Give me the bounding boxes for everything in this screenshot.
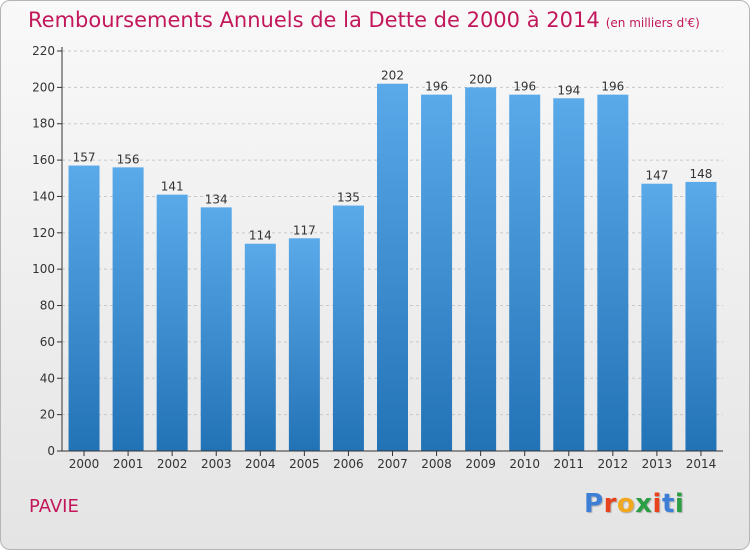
y-tick-label: 140	[32, 189, 55, 203]
data-label: 135	[337, 191, 360, 205]
data-label: 196	[425, 80, 448, 94]
bar	[156, 194, 188, 452]
x-tick-label: 2014	[686, 457, 717, 471]
bar	[332, 205, 364, 451]
data-label: 202	[381, 69, 404, 83]
bar	[509, 94, 541, 452]
y-tick-label: 180	[32, 117, 55, 131]
data-label: 141	[161, 180, 184, 194]
data-label: 157	[73, 151, 96, 165]
bar	[112, 167, 144, 451]
logo-letter: x	[635, 489, 653, 519]
logo-letter: r	[603, 489, 617, 519]
bar	[200, 207, 232, 451]
data-label: 194	[557, 83, 580, 97]
data-label: 148	[690, 167, 713, 181]
x-tick-label: 2003	[201, 457, 232, 471]
bar	[288, 238, 320, 451]
x-tick-label: 2000	[69, 457, 100, 471]
y-tick-label: 40	[40, 371, 55, 385]
y-tick-label: 80	[40, 299, 55, 313]
data-label: 147	[645, 169, 668, 183]
y-tick-label: 100	[32, 262, 55, 276]
x-tick-label: 2010	[509, 457, 540, 471]
bar	[465, 87, 497, 451]
logo-letter: o	[616, 489, 636, 519]
y-tick-label: 60	[40, 335, 55, 349]
y-tick-label: 220	[32, 44, 55, 58]
bar	[597, 94, 629, 452]
x-tick-label: 2009	[465, 457, 496, 471]
data-label: 114	[249, 229, 272, 243]
bar	[377, 83, 408, 452]
city-name: PAVIE	[29, 496, 79, 517]
x-tick-label: 2005	[289, 457, 320, 471]
x-tick-label: 2001	[113, 457, 144, 471]
y-tick-label: 0	[47, 444, 55, 458]
chart-unit: (en milliers d'€)	[605, 16, 700, 30]
bar	[421, 94, 453, 452]
x-tick-label: 2012	[598, 457, 629, 471]
data-label: 117	[293, 223, 316, 237]
x-tick-label: 2013	[642, 457, 673, 471]
bar	[244, 243, 276, 451]
data-label: 200	[469, 72, 492, 86]
y-tick-label: 20	[40, 408, 55, 422]
bar	[685, 181, 717, 451]
logo-letter: i	[652, 489, 662, 519]
data-label: 196	[601, 80, 624, 94]
x-tick-label: 2006	[333, 457, 364, 471]
bar	[553, 98, 585, 451]
y-tick-label: 160	[32, 153, 55, 167]
bar	[641, 183, 673, 451]
x-tick-label: 2002	[157, 457, 188, 471]
x-tick-label: 2004	[245, 457, 276, 471]
data-label: 156	[117, 152, 140, 166]
logo-letter: P	[584, 489, 604, 519]
logo-letter: i	[674, 489, 685, 519]
chart-title: Remboursements Annuels de la Dette de 20…	[28, 8, 700, 32]
x-tick-label: 2007	[377, 457, 408, 471]
chart-title-text: Remboursements Annuels de la Dette de 20…	[28, 8, 600, 32]
logo-letter: t	[661, 489, 675, 519]
bar	[68, 165, 100, 451]
proxiti-logo: Proxiti	[584, 489, 684, 519]
y-tick-label: 120	[32, 226, 55, 240]
data-label: 196	[513, 80, 536, 94]
data-label: 134	[205, 192, 228, 206]
x-tick-label: 2011	[553, 457, 584, 471]
x-tick-label: 2008	[421, 457, 452, 471]
y-tick-label: 200	[32, 80, 55, 94]
